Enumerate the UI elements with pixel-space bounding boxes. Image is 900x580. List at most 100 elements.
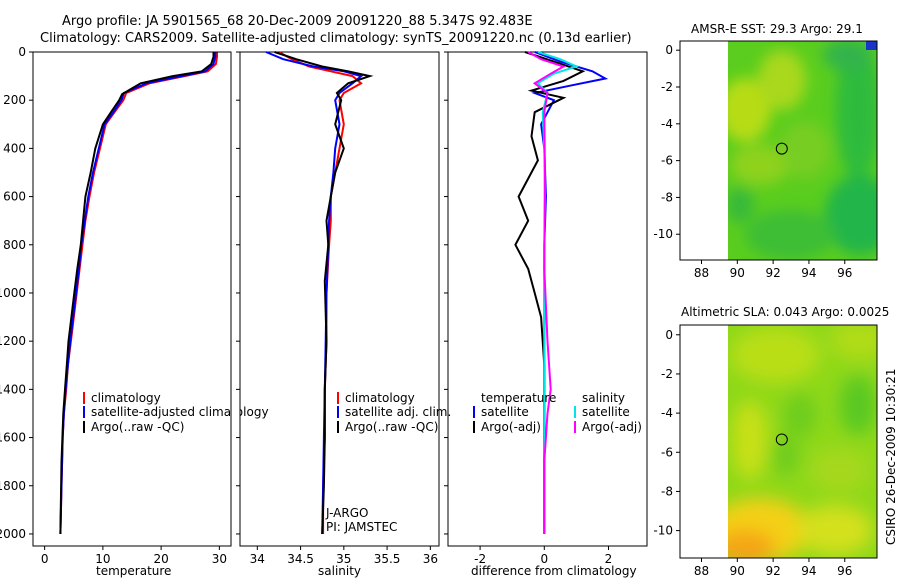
salinity-ticks: 34 34.5 35 35.5 36 — [236, 51, 438, 566]
y-tick-label: -10 — [653, 524, 673, 538]
legend-label-climatology: climatology — [345, 391, 415, 405]
x-tick-label: 88 — [694, 564, 709, 578]
sst-map-title: AMSR-E SST: 29.3 Argo: 29.1 — [691, 22, 863, 36]
sla-low-patch — [771, 435, 799, 475]
temperature-series — [59, 52, 218, 535]
argo-location-marker — [775, 142, 788, 155]
legend-header-temperature: temperature — [481, 391, 556, 405]
x-tick-label: 0 — [540, 552, 548, 566]
legend-label-satellite: satellite-adjusted climatology — [91, 405, 269, 419]
y-tick-label: 800 — [3, 238, 26, 252]
y-tick-label: -2 — [661, 80, 673, 94]
y-tick-label: -8 — [661, 190, 673, 204]
series-line-argo-raw-qc- — [59, 52, 215, 535]
sla-high-patch — [730, 327, 820, 383]
y-tick-label: 1000 — [0, 286, 26, 300]
y-tick-label: -8 — [661, 484, 673, 498]
sst-cold-corner — [866, 41, 877, 50]
float-pi-annotation: PI: JAMSTEC — [326, 520, 397, 534]
y-tick-label: -6 — [661, 445, 673, 459]
salinity-series — [265, 51, 374, 535]
sst-cool-patch — [728, 187, 754, 223]
legend-label-climatology: climatology — [91, 391, 161, 405]
y-tick-label: 400 — [3, 141, 26, 155]
y-tick-label: -6 — [661, 154, 673, 168]
y-tick-label: 1800 — [0, 479, 26, 493]
sst-field — [728, 41, 877, 260]
sst-map-ticks: 88 90 92 94 96 0 -2 -4 -6 -8 -10 — [653, 43, 852, 280]
sla-high-patch — [830, 325, 877, 360]
series-line-satellite-adjusted-climatology — [59, 52, 217, 535]
x-tick-label: 20 — [153, 552, 168, 566]
temperature-ticks: 0 10 20 30 0 200 400 600 800 1000 1200 1400 1600 1800… — [0, 45, 227, 566]
x-tick-label: 92 — [765, 564, 780, 578]
x-tick-label: 34 — [250, 552, 265, 566]
float-program-annotation: J-ARGO — [325, 506, 368, 520]
y-tick-label: 2000 — [0, 527, 26, 541]
x-tick-label: 90 — [730, 266, 745, 280]
legend-label-argo: Argo(..raw -QC) — [91, 420, 184, 434]
legend-label-sal-argo: Argo(-adj) — [582, 420, 642, 434]
sla-high-patch — [732, 400, 768, 480]
y-tick-label: 1200 — [0, 334, 26, 348]
salinity-xlabel: salinity — [318, 564, 361, 578]
title-line1: Argo profile: JA 5901565_68 20-Dec-2009 … — [62, 14, 533, 29]
difference-axes — [447, 51, 648, 547]
y-tick-label: 600 — [3, 190, 26, 204]
x-tick-label: 96 — [837, 564, 852, 578]
temperature-axes-border — [32, 51, 232, 547]
sla-field — [728, 325, 877, 558]
y-tick-label: -2 — [661, 367, 673, 381]
x-tick-label: 34.5 — [287, 552, 314, 566]
difference-xlabel: difference from climatology — [471, 564, 637, 578]
sla-low-patch — [840, 375, 876, 435]
y-tick-label: 0 — [665, 328, 673, 342]
sla-high-patch — [797, 505, 873, 555]
sst-map: 88 90 92 94 96 0 -2 -4 -6 -8 -10 — [653, 40, 878, 280]
difference-series — [514, 51, 609, 534]
salinity-axes — [239, 51, 440, 547]
sst-cool-patch — [823, 41, 873, 71]
x-tick-label: 96 — [837, 266, 852, 280]
title-line2: Climatology: CARS2009. Satellite-adjuste… — [40, 31, 632, 46]
y-tick-label: 1400 — [0, 382, 26, 396]
legend-label-satellite: satellite adj. clim. — [345, 405, 451, 419]
argo-location-marker — [775, 433, 788, 446]
sla-map-ticks: 88 90 92 94 96 0 -2 -4 -6 -8 -10 — [653, 328, 852, 578]
y-tick-label: 0 — [18, 45, 26, 59]
y-tick-label: 1600 — [0, 431, 26, 445]
sst-cool-patch — [745, 210, 835, 260]
x-tick-label: 94 — [801, 564, 816, 578]
x-tick-label: 35.5 — [374, 552, 401, 566]
sla-high-patch — [810, 448, 870, 492]
x-tick-label: -2 — [474, 552, 486, 566]
legend-label-temp-satellite: satellite — [481, 405, 529, 419]
legend-label-argo: Argo(..raw -QC) — [345, 420, 438, 434]
sst-warm-patch — [780, 122, 830, 178]
y-tick-label: 200 — [3, 93, 26, 107]
legend-label-sal-satellite: satellite — [582, 405, 630, 419]
temperature-xlabel: temperature — [96, 564, 171, 578]
footer-credit: CSIRO 26-Dec-2009 10:30:21 — [884, 368, 898, 545]
series-line-argo-raw-qc- — [274, 51, 374, 535]
sst-warm-patch — [728, 78, 771, 142]
y-tick-label: -4 — [661, 406, 673, 420]
sst-cool-patch — [836, 41, 877, 180]
sst-map-frame — [679, 40, 878, 261]
x-tick-label: 10 — [95, 552, 110, 566]
sla-low-patch — [784, 393, 816, 437]
series-line-climatology — [278, 51, 363, 534]
series-line-temperature-argo-adj- — [514, 51, 586, 534]
x-tick-label: 94 — [801, 266, 816, 280]
x-tick-label: 92 — [765, 266, 780, 280]
legend-header-salinity: salinity — [582, 391, 625, 405]
sla-map: 88 90 92 94 96 0 -2 -4 -6 -8 -10 — [653, 324, 878, 578]
x-tick-label: 90 — [730, 564, 745, 578]
y-tick-label: -4 — [661, 117, 673, 131]
series-line-salinity-argo-adj- — [527, 51, 566, 534]
sla-map-frame — [679, 324, 878, 559]
sst-cool-patch — [825, 175, 877, 255]
x-tick-label: 36 — [423, 552, 438, 566]
y-tick-label: -10 — [653, 227, 673, 241]
